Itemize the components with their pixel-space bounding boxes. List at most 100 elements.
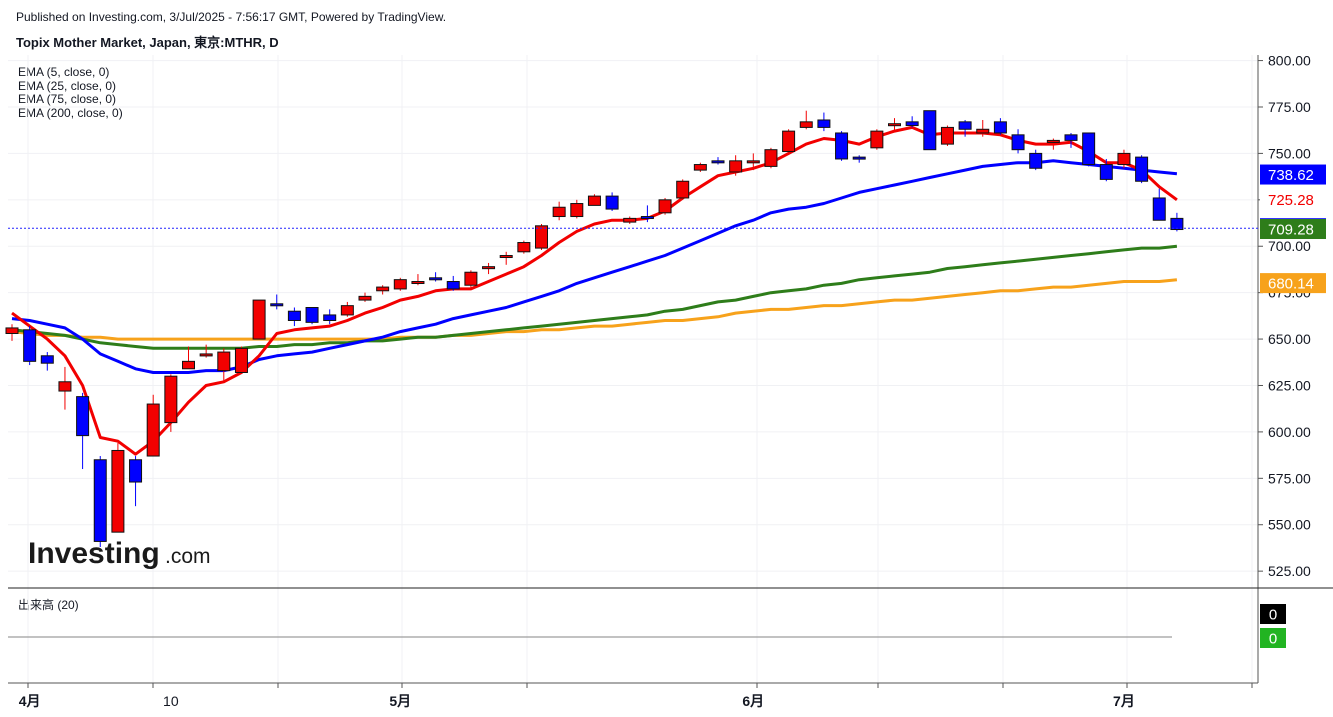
y-tick-label: 600.00 [1268, 424, 1311, 440]
candle-body[interactable] [888, 123, 901, 127]
candle-body[interactable] [1099, 164, 1113, 180]
candle-body[interactable] [199, 353, 213, 357]
ema75-price-badge [1260, 219, 1326, 240]
candle-body[interactable] [782, 130, 796, 153]
candle-body[interactable] [464, 271, 478, 286]
candle-body[interactable] [693, 164, 707, 171]
ema25-line [11, 159, 1178, 374]
candle-body[interactable] [446, 281, 460, 290]
candle-body[interactable] [870, 130, 884, 149]
candle-body[interactable] [146, 403, 160, 457]
candle-body[interactable] [23, 329, 37, 362]
x-tick-label: 4月 [19, 693, 41, 709]
y-tick-label: 650.00 [1268, 331, 1311, 347]
candle-body[interactable] [76, 396, 90, 437]
y-tick-label: 575.00 [1268, 470, 1311, 486]
candle-body[interactable] [729, 160, 743, 173]
candle-body[interactable] [429, 277, 443, 281]
candle-body[interactable] [1170, 217, 1184, 231]
candle-body[interactable] [358, 295, 372, 301]
candle-body[interactable] [623, 217, 637, 223]
candle-body[interactable] [1029, 152, 1043, 169]
instrument-title: Topix Mother Market, Japan, 東京:MTHR, D [16, 35, 279, 50]
candle-body[interactable] [129, 459, 143, 483]
candle-body[interactable] [111, 449, 125, 533]
indicator-legend: EMA (5, close, 0) EMA (25, close, 0) EMA… [18, 65, 123, 120]
volume-label[interactable]: 出来高 (20) [18, 598, 79, 612]
x-tick-label: 5月 [389, 693, 411, 709]
candle-body[interactable] [1117, 152, 1131, 166]
candle-body[interactable] [1011, 134, 1025, 151]
legend-ema75[interactable]: EMA (75, close, 0) [18, 92, 117, 106]
ema25-price-badge-text: 738.62 [1268, 167, 1314, 184]
candle-body[interactable] [570, 203, 584, 218]
investing-logo-suffix: .com [165, 545, 211, 568]
candle-body[interactable] [234, 347, 248, 373]
candle-body[interactable] [1135, 156, 1149, 182]
candle-body[interactable] [482, 266, 496, 270]
candle-body[interactable] [552, 206, 566, 218]
candle-body[interactable] [517, 242, 531, 253]
ema25-price-badge [1260, 164, 1326, 185]
candle-body[interactable] [746, 160, 760, 164]
volume-badge-text: 0 [1269, 631, 1277, 648]
candle-body[interactable] [835, 132, 849, 160]
candle-body[interactable] [587, 195, 601, 206]
candle-body[interactable] [499, 255, 513, 259]
volume-badge [1260, 604, 1286, 624]
y-tick-label: 525.00 [1268, 563, 1311, 579]
candle-body[interactable] [58, 381, 72, 392]
candle-body[interactable] [252, 299, 266, 340]
candle-body[interactable] [270, 303, 284, 307]
legend-ema5[interactable]: EMA (5, close, 0) [18, 65, 110, 79]
x-tick-label: 7月 [1113, 693, 1135, 709]
candle-body[interactable] [940, 126, 954, 145]
candle-body[interactable] [287, 310, 301, 322]
candle-body[interactable] [411, 281, 425, 285]
candle-body[interactable] [164, 375, 178, 424]
candle-body[interactable] [817, 119, 831, 128]
candle-body[interactable] [182, 360, 195, 370]
candle-body[interactable] [1064, 134, 1078, 141]
ema200-price-badge-text: 680.14 [1268, 276, 1314, 293]
y-tick-label: 550.00 [1268, 517, 1311, 533]
candle-body[interactable] [305, 307, 319, 323]
candle-body[interactable] [376, 286, 390, 292]
x-tick-label: 10 [163, 693, 179, 709]
candle-body[interactable] [799, 121, 813, 128]
candle-body[interactable] [923, 110, 937, 151]
ema5-price-badge-text: 725.28 [1268, 192, 1314, 209]
published-caption: Published on Investing.com, 3/Jul/2025 -… [16, 10, 447, 24]
candle-body[interactable] [852, 156, 866, 160]
ema75-line [11, 244, 1178, 350]
candle-body[interactable] [711, 160, 725, 164]
candle-body[interactable] [605, 195, 619, 210]
candle-body[interactable] [958, 121, 972, 130]
candle-body[interactable] [393, 279, 407, 290]
candle-body[interactable] [764, 149, 778, 167]
candle-body[interactable] [1082, 132, 1096, 166]
candle-body[interactable] [40, 355, 54, 364]
volume-badge-text: 0 [1269, 607, 1277, 624]
candle-body[interactable] [658, 199, 672, 214]
ema200-price-badge [1260, 273, 1326, 294]
legend-ema25[interactable]: EMA (25, close, 0) [18, 78, 117, 93]
investing-logo: Investing [28, 537, 160, 570]
legend-ema200[interactable]: EMA (200, close, 0) [18, 105, 123, 120]
candle-body[interactable] [535, 225, 548, 249]
candle-body[interactable] [5, 327, 19, 334]
y-tick-label: 750.00 [1268, 145, 1311, 161]
candle-body[interactable] [217, 351, 231, 372]
candle-body[interactable] [323, 314, 337, 322]
candle-body[interactable] [340, 305, 354, 316]
y-tick-label: 700.00 [1268, 238, 1311, 254]
candle-body[interactable] [1152, 197, 1166, 221]
candle-body[interactable] [1046, 139, 1060, 143]
candle-body[interactable] [93, 459, 107, 542]
candle-body[interactable] [676, 180, 690, 199]
candle-body[interactable] [640, 216, 654, 220]
candle-body[interactable] [905, 121, 919, 127]
candle-body[interactable] [976, 128, 990, 134]
candle-body[interactable] [993, 121, 1007, 134]
